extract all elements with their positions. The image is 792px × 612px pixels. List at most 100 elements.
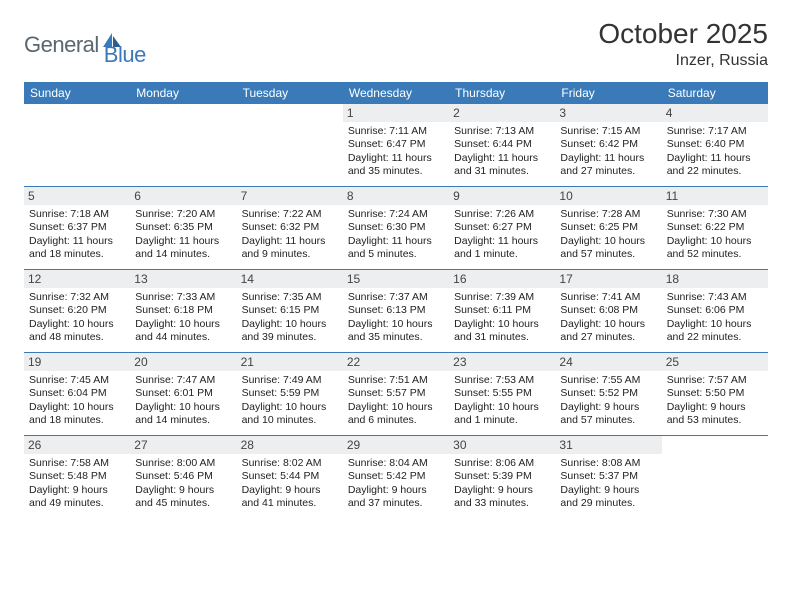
day-13: 13 Sunrise: 7:33 AMSunset: 6:18 PMDayligh… <box>130 270 236 352</box>
day-6: 6 Sunrise: 7:20 AMSunset: 6:35 PMDaylight… <box>130 187 236 269</box>
day-info: Sunrise: 7:32 AMSunset: 6:20 PMDaylight:… <box>29 291 125 345</box>
day-28: 28 Sunrise: 8:02 AMSunset: 5:44 PMDayligh… <box>237 436 343 518</box>
day-empty <box>130 104 236 186</box>
day-info: Sunrise: 7:11 AMSunset: 6:47 PMDaylight:… <box>348 125 444 179</box>
day-17: 17 Sunrise: 7:41 AMSunset: 6:08 PMDayligh… <box>555 270 661 352</box>
day-info: Sunrise: 7:49 AMSunset: 5:59 PMDaylight:… <box>242 374 338 428</box>
weekday-header: SundayMondayTuesdayWednesdayThursdayFrid… <box>24 82 768 104</box>
day-22: 22Sunrise: 7:51 AMSunset: 5:57 PMDayligh… <box>343 353 449 435</box>
day-number: 8 <box>343 187 449 205</box>
day-info: Sunrise: 8:06 AMSunset: 5:39 PMDaylight:… <box>454 457 550 511</box>
day-27: 27 Sunrise: 8:00 AMSunset: 5:46 PMDayligh… <box>130 436 236 518</box>
day-2: 2 Sunrise: 7:13 AMSunset: 6:44 PMDaylight… <box>449 104 555 186</box>
day-number: 31 <box>555 436 661 454</box>
day-16: 16Sunrise: 7:39 AMSunset: 6:11 PMDayligh… <box>449 270 555 352</box>
day-14: 14 Sunrise: 7:35 AMSunset: 6:15 PMDayligh… <box>237 270 343 352</box>
day-number: 29 <box>343 436 449 454</box>
week-row: 12 Sunrise: 7:32 AMSunset: 6:20 PMDayligh… <box>24 270 768 353</box>
weekday-saturday: Saturday <box>662 82 768 104</box>
day-15: 15 Sunrise: 7:37 AMSunset: 6:13 PMDayligh… <box>343 270 449 352</box>
logo: General Blue <box>24 22 146 68</box>
day-number: 6 <box>130 187 236 205</box>
day-number: 15 <box>343 270 449 288</box>
day-31: 31 Sunrise: 8:08 AMSunset: 5:37 PMDayligh… <box>555 436 661 518</box>
day-number: 25 <box>662 353 768 371</box>
weekday-thursday: Thursday <box>449 82 555 104</box>
day-number: 23 <box>449 353 555 371</box>
day-8: 8 Sunrise: 7:24 AMSunset: 6:30 PMDaylight… <box>343 187 449 269</box>
day-info: Sunrise: 7:58 AMSunset: 5:48 PMDaylight:… <box>29 457 125 511</box>
day-empty <box>24 104 130 186</box>
day-number: 21 <box>237 353 343 371</box>
day-number: 13 <box>130 270 236 288</box>
header: General Blue October 2025 Inzer, Russia <box>24 18 768 70</box>
day-number: 10 <box>555 187 661 205</box>
day-info: Sunrise: 7:33 AMSunset: 6:18 PMDaylight:… <box>135 291 231 345</box>
weekday-tuesday: Tuesday <box>237 82 343 104</box>
day-info: Sunrise: 7:41 AMSunset: 6:08 PMDaylight:… <box>560 291 656 345</box>
day-info: Sunrise: 8:02 AMSunset: 5:44 PMDaylight:… <box>242 457 338 511</box>
day-number: 28 <box>237 436 343 454</box>
day-info: Sunrise: 7:51 AMSunset: 5:57 PMDaylight:… <box>348 374 444 428</box>
day-12: 12 Sunrise: 7:32 AMSunset: 6:20 PMDayligh… <box>24 270 130 352</box>
day-info: Sunrise: 7:18 AMSunset: 6:37 PMDaylight:… <box>29 208 125 262</box>
day-number: 17 <box>555 270 661 288</box>
day-info: Sunrise: 7:26 AMSunset: 6:27 PMDaylight:… <box>454 208 550 262</box>
day-number: 4 <box>662 104 768 122</box>
day-5: 5Sunrise: 7:18 AMSunset: 6:37 PMDaylight… <box>24 187 130 269</box>
day-info: Sunrise: 7:22 AMSunset: 6:32 PMDaylight:… <box>242 208 338 262</box>
day-26: 26 Sunrise: 7:58 AMSunset: 5:48 PMDayligh… <box>24 436 130 518</box>
day-info: Sunrise: 8:00 AMSunset: 5:46 PMDaylight:… <box>135 457 231 511</box>
day-number: 30 <box>449 436 555 454</box>
day-info: Sunrise: 7:37 AMSunset: 6:13 PMDaylight:… <box>348 291 444 345</box>
week-row: 19Sunrise: 7:45 AMSunset: 6:04 PMDayligh… <box>24 353 768 436</box>
day-3: 3Sunrise: 7:15 AMSunset: 6:42 PMDaylight… <box>555 104 661 186</box>
day-number: 2 <box>449 104 555 122</box>
day-29: 29Sunrise: 8:04 AMSunset: 5:42 PMDayligh… <box>343 436 449 518</box>
day-19: 19Sunrise: 7:45 AMSunset: 6:04 PMDayligh… <box>24 353 130 435</box>
day-info: Sunrise: 7:28 AMSunset: 6:25 PMDaylight:… <box>560 208 656 262</box>
day-number: 1 <box>343 104 449 122</box>
day-number: 9 <box>449 187 555 205</box>
day-info: Sunrise: 7:53 AMSunset: 5:55 PMDaylight:… <box>454 374 550 428</box>
day-number: 27 <box>130 436 236 454</box>
day-20: 20 Sunrise: 7:47 AMSunset: 6:01 PMDayligh… <box>130 353 236 435</box>
calendar: SundayMondayTuesdayWednesdayThursdayFrid… <box>24 82 768 518</box>
day-number: 26 <box>24 436 130 454</box>
day-number: 24 <box>555 353 661 371</box>
day-info: Sunrise: 7:13 AMSunset: 6:44 PMDaylight:… <box>454 125 550 179</box>
day-7: 7 Sunrise: 7:22 AMSunset: 6:32 PMDaylight… <box>237 187 343 269</box>
day-info: Sunrise: 7:17 AMSunset: 6:40 PMDaylight:… <box>667 125 763 179</box>
weekday-friday: Friday <box>555 82 661 104</box>
day-info: Sunrise: 7:30 AMSunset: 6:22 PMDaylight:… <box>667 208 763 262</box>
day-info: Sunrise: 7:35 AMSunset: 6:15 PMDaylight:… <box>242 291 338 345</box>
day-11: 11 Sunrise: 7:30 AMSunset: 6:22 PMDayligh… <box>662 187 768 269</box>
day-empty <box>662 436 768 518</box>
day-23: 23 Sunrise: 7:53 AMSunset: 5:55 PMDayligh… <box>449 353 555 435</box>
day-info: Sunrise: 7:55 AMSunset: 5:52 PMDaylight:… <box>560 374 656 428</box>
day-9: 9 Sunrise: 7:26 AMSunset: 6:27 PMDaylight… <box>449 187 555 269</box>
day-number: 12 <box>24 270 130 288</box>
day-info: Sunrise: 7:20 AMSunset: 6:35 PMDaylight:… <box>135 208 231 262</box>
weeks: 1 Sunrise: 7:11 AMSunset: 6:47 PMDaylight… <box>24 104 768 518</box>
day-number: 20 <box>130 353 236 371</box>
title-block: October 2025 Inzer, Russia <box>598 18 768 70</box>
day-1: 1 Sunrise: 7:11 AMSunset: 6:47 PMDaylight… <box>343 104 449 186</box>
day-30: 30 Sunrise: 8:06 AMSunset: 5:39 PMDayligh… <box>449 436 555 518</box>
day-info: Sunrise: 7:57 AMSunset: 5:50 PMDaylight:… <box>667 374 763 428</box>
day-info: Sunrise: 7:24 AMSunset: 6:30 PMDaylight:… <box>348 208 444 262</box>
day-number: 7 <box>237 187 343 205</box>
weekday-sunday: Sunday <box>24 82 130 104</box>
day-info: Sunrise: 7:43 AMSunset: 6:06 PMDaylight:… <box>667 291 763 345</box>
day-info: Sunrise: 7:39 AMSunset: 6:11 PMDaylight:… <box>454 291 550 345</box>
day-number: 14 <box>237 270 343 288</box>
day-number: 3 <box>555 104 661 122</box>
day-25: 25 Sunrise: 7:57 AMSunset: 5:50 PMDayligh… <box>662 353 768 435</box>
day-info: Sunrise: 7:47 AMSunset: 6:01 PMDaylight:… <box>135 374 231 428</box>
day-info: Sunrise: 8:08 AMSunset: 5:37 PMDaylight:… <box>560 457 656 511</box>
day-empty <box>237 104 343 186</box>
logo-blue: Blue <box>104 42 146 68</box>
day-21: 21 Sunrise: 7:49 AMSunset: 5:59 PMDayligh… <box>237 353 343 435</box>
week-row: 5Sunrise: 7:18 AMSunset: 6:37 PMDaylight… <box>24 187 768 270</box>
day-number: 11 <box>662 187 768 205</box>
